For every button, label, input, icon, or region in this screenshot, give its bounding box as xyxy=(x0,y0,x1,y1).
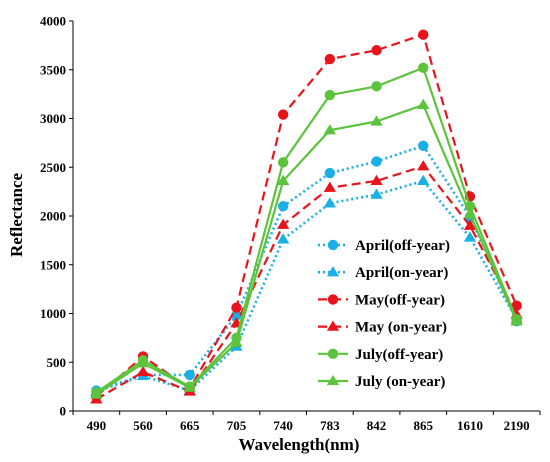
legend-swatch-marker xyxy=(326,374,340,386)
data-point xyxy=(183,381,196,392)
legend-swatch-marker xyxy=(327,348,339,359)
data-point xyxy=(417,174,430,186)
data-point xyxy=(323,124,336,135)
series-5 xyxy=(91,62,522,398)
series-1 xyxy=(91,140,522,396)
y-tick-label: 2000 xyxy=(40,209,66,224)
y-tick-label: 2500 xyxy=(40,160,66,175)
data-point xyxy=(417,160,430,171)
data-point xyxy=(324,53,336,65)
legend-swatch-marker xyxy=(327,239,339,251)
data-point xyxy=(277,201,289,212)
x-axis-ticks: 490 560 665 705 740 783 842 865 1610 2190 xyxy=(72,411,541,433)
series-2 xyxy=(90,174,523,396)
data-point xyxy=(277,174,290,186)
data-point xyxy=(463,207,477,219)
data-point xyxy=(277,218,290,229)
data-point xyxy=(231,310,242,321)
data-point xyxy=(370,115,383,126)
legend-swatch-marker xyxy=(326,320,340,331)
y-tick-label: 1000 xyxy=(40,306,66,321)
data-point xyxy=(277,233,290,244)
y-axis-ticks: 0 500 1000 1500 2000 2500 3000 3500 4000 xyxy=(40,14,73,419)
legend-item: May (on-year) xyxy=(318,320,447,336)
x-tick-label: 1610 xyxy=(457,418,483,433)
legend-swatch-marker xyxy=(326,266,340,277)
series-3 xyxy=(91,29,522,402)
y-tick-label: 3500 xyxy=(40,62,66,77)
series-line xyxy=(95,144,518,392)
data-point xyxy=(277,109,289,120)
data-point xyxy=(370,188,383,199)
series-4 xyxy=(90,160,523,404)
data-point xyxy=(371,81,382,92)
data-point xyxy=(230,336,243,347)
legend-label: July (on-year) xyxy=(355,374,445,390)
legend-item: July (on-year) xyxy=(318,374,445,390)
data-point xyxy=(417,98,430,109)
y-axis-label: Reflectance xyxy=(7,173,26,257)
legend-label: April(off-year) xyxy=(355,238,450,254)
x-tick-label: 705 xyxy=(227,418,247,433)
series-line xyxy=(95,179,518,393)
data-point xyxy=(136,365,150,377)
legend-item: April(on-year) xyxy=(318,265,448,281)
y-tick-label: 1500 xyxy=(40,257,66,272)
x-axis-label: Wavelength(nm) xyxy=(239,435,360,454)
data-point xyxy=(418,62,429,73)
data-point xyxy=(277,157,289,168)
y-tick-label: 500 xyxy=(47,355,67,370)
x-tick-label: 783 xyxy=(320,418,340,433)
y-tick-label: 3000 xyxy=(40,111,66,126)
x-tick-label: 665 xyxy=(180,418,200,433)
data-point xyxy=(323,181,336,192)
series-lines xyxy=(90,29,523,404)
series-line xyxy=(95,103,518,396)
data-point xyxy=(463,219,477,230)
data-point xyxy=(371,45,382,56)
x-tick-label: 865 xyxy=(414,418,434,433)
legend-item: May(off-year) xyxy=(318,292,445,308)
y-tick-label: 4000 xyxy=(40,14,66,29)
x-tick-label: 490 xyxy=(87,418,107,433)
x-tick-label: 2190 xyxy=(504,418,530,433)
x-tick-label: 842 xyxy=(367,418,387,433)
x-tick-label: 740 xyxy=(273,418,293,433)
legend-label: July(off-year) xyxy=(355,347,443,363)
data-point xyxy=(136,357,150,368)
data-point xyxy=(370,174,383,186)
series-6 xyxy=(90,98,523,399)
y-tick-label: 0 xyxy=(60,404,67,419)
series-line xyxy=(95,66,518,394)
data-point xyxy=(231,302,242,313)
data-point xyxy=(184,369,195,381)
legend-label: May(off-year) xyxy=(355,292,445,308)
data-point xyxy=(324,167,336,179)
series-line xyxy=(95,33,518,398)
data-point xyxy=(371,156,382,167)
data-point xyxy=(510,315,523,326)
data-point xyxy=(323,197,336,208)
legend-item: July(off-year) xyxy=(318,347,443,363)
series-line xyxy=(95,164,518,401)
legend-label: May (on-year) xyxy=(355,320,447,336)
x-tick-label: 560 xyxy=(133,418,153,433)
data-point xyxy=(90,388,103,399)
legend-swatch-marker xyxy=(327,294,339,305)
legend-item: April(off-year) xyxy=(318,238,450,254)
data-point xyxy=(324,89,336,101)
data-point xyxy=(418,29,429,40)
data-point xyxy=(418,140,429,151)
legend-label: April(on-year) xyxy=(355,265,448,281)
data-point xyxy=(463,231,477,242)
legend: April(off-year) April(on-year) May(off-yea… xyxy=(318,238,450,390)
